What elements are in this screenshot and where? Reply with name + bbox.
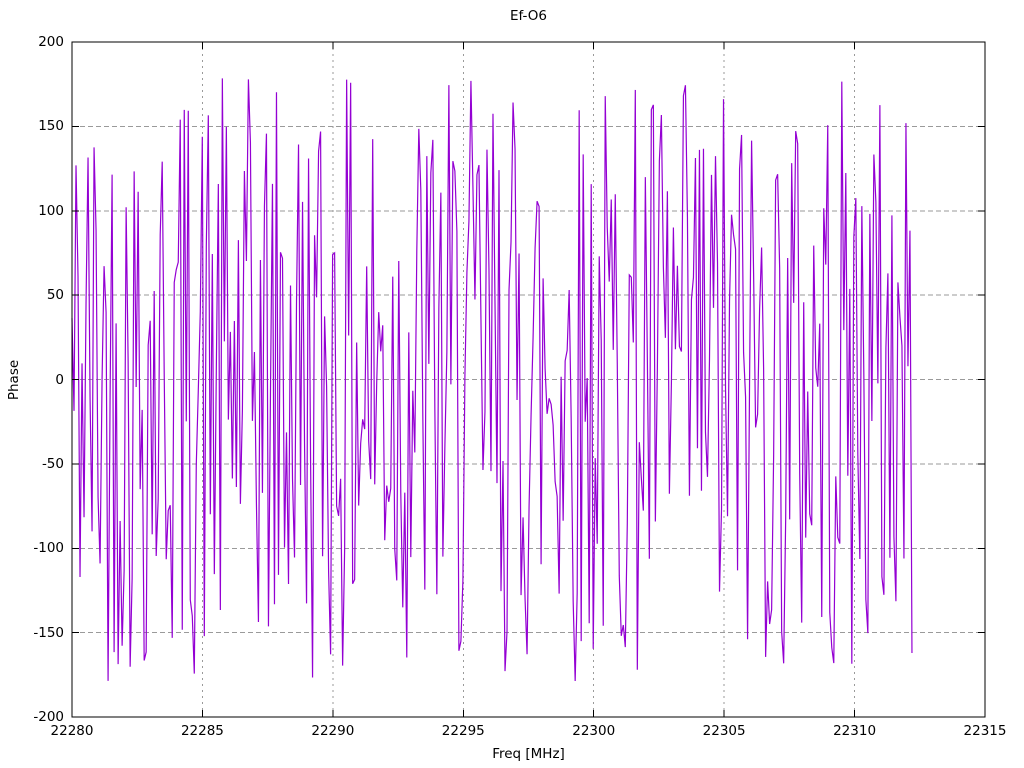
y-tick-label: 100 (38, 202, 64, 219)
x-tick-label: 22310 (833, 723, 877, 739)
x-tick-label: 22295 (441, 723, 485, 739)
y-tick-label: -100 (33, 540, 64, 557)
y-tick-label: 150 (38, 118, 64, 135)
y-tick-label: 200 (38, 34, 64, 50)
y-tick-label: -50 (41, 455, 64, 472)
x-tick-label: 22280 (50, 723, 94, 739)
y-tick-label: -200 (33, 709, 64, 725)
plot-border (71, 41, 986, 718)
series-line (71, 78, 913, 681)
x-tick-label: 22305 (702, 723, 746, 739)
y-tick-label: 50 (46, 287, 64, 304)
x-tick-label: 22300 (572, 723, 616, 739)
x-tick-label: 22290 (311, 723, 355, 739)
x-axis-label: Freq [MHz] (492, 746, 565, 762)
y-tick-label: -150 (33, 624, 64, 641)
chart-title: Ef-O6 (509, 8, 547, 24)
y-tick-label: 0 (55, 371, 64, 388)
x-tick-label: 22285 (180, 723, 224, 739)
x-tick-label: 22315 (963, 723, 1007, 739)
